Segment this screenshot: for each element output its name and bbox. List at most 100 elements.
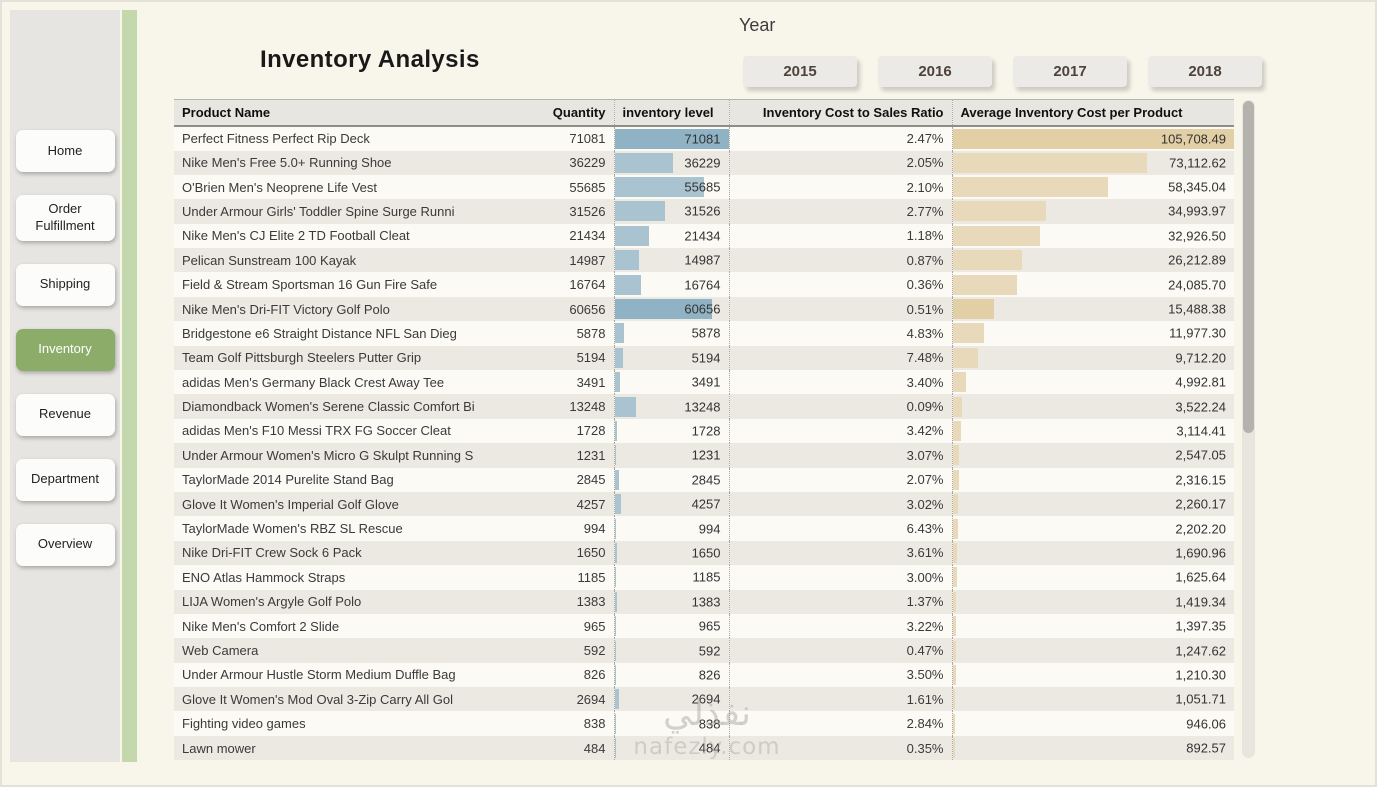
avg-cost-value: 34,993.97 (1168, 203, 1226, 219)
table-row[interactable]: Field & Stream Sportsman 16 Gun Fire Saf… (174, 272, 1234, 297)
inventory-level-bar (615, 201, 666, 222)
table-row[interactable]: Glove It Women's Imperial Golf Glove 425… (174, 491, 1234, 517)
product-name-cell: Bridgestone e6 Straight Distance NFL San… (174, 321, 537, 346)
avg-cost-value: 2,202.20 (1175, 521, 1226, 537)
column-header-cost-to-sales-ratio[interactable]: Inventory Cost to Sales Ratio (728, 99, 952, 127)
table-row[interactable]: ENO Atlas Hammock Straps 1185 1185 3.00%… (174, 565, 1234, 590)
table-row[interactable]: adidas Men's F10 Messi TRX FG Soccer Cle… (174, 418, 1234, 444)
table-row[interactable]: Nike Men's Comfort 2 Slide 965 965 3.22%… (174, 613, 1234, 639)
avg-cost-cell: 2,316.15 (951, 467, 1234, 492)
avg-cost-value: 32,926.50 (1168, 228, 1226, 244)
year-button-2016[interactable]: 2016 (878, 56, 992, 87)
inventory-level-cell: 55685 (613, 174, 729, 200)
inventory-level-value: 31526 (684, 203, 721, 219)
column-header-quantity[interactable]: Quantity (537, 99, 614, 127)
avg-cost-bar (953, 542, 957, 563)
avg-cost-bar (953, 323, 985, 344)
table-row[interactable]: Nike Men's Dri-FIT Victory Golf Polo 606… (174, 296, 1234, 322)
table-row[interactable]: Pelican Sunstream 100 Kayak 14987 14987 … (174, 248, 1234, 273)
table-row[interactable]: Glove It Women's Mod Oval 3-Zip Carry Al… (174, 687, 1234, 712)
table-row[interactable]: Under Armour Hustle Storm Medium Duffle … (174, 662, 1234, 688)
scrollbar-thumb[interactable] (1243, 101, 1254, 433)
sidebar-item-department[interactable]: Department (15, 458, 115, 501)
cost-to-sales-ratio-cell: 1.61% (728, 687, 952, 712)
table-row[interactable]: adidas Men's Germany Black Crest Away Te… (174, 370, 1234, 395)
inventory-level-bar (615, 738, 616, 759)
avg-cost-value: 1,247.62 (1175, 643, 1226, 658)
sidebar-item-order-fulfillment[interactable]: Order Fulfillment (15, 195, 115, 241)
table-row[interactable]: Nike Dri-FIT Crew Sock 6 Pack 1650 1650 … (174, 540, 1234, 566)
product-name-cell: adidas Men's Germany Black Crest Away Te… (174, 370, 537, 395)
inventory-level-bar (615, 445, 617, 466)
year-button-2017[interactable]: 2017 (1013, 56, 1127, 87)
table-row[interactable]: Nike Men's CJ Elite 2 TD Football Cleat … (174, 223, 1234, 249)
inventory-level-value: 994 (698, 521, 721, 537)
quantity-cell: 2694 (537, 687, 614, 712)
quantity-cell: 1650 (537, 540, 614, 566)
table-row[interactable]: Lawn mower 484 484 0.35% 892.57 (174, 735, 1234, 761)
inventory-level-bar (615, 177, 704, 198)
table-row[interactable]: Web Camera 592 592 0.47% 1,247.62 (174, 638, 1234, 663)
sidebar-item-home[interactable]: Home (15, 130, 115, 172)
inventory-level-bar (615, 664, 616, 685)
column-header-product-name[interactable]: Product Name (174, 99, 537, 127)
avg-cost-value: 2,547.05 (1175, 447, 1226, 463)
inventory-level-cell: 838 (613, 711, 729, 736)
table-row[interactable]: Bridgestone e6 Straight Distance NFL San… (174, 321, 1234, 346)
avg-cost-cell: 2,202.20 (951, 516, 1234, 541)
inventory-level-bar (615, 299, 712, 320)
column-header-avg-inventory-cost[interactable]: Average Inventory Cost per Product (951, 99, 1234, 127)
quantity-cell: 2845 (537, 467, 614, 492)
quantity-cell: 21434 (537, 223, 614, 249)
inventory-level-value: 826 (698, 667, 721, 683)
inventory-level-value: 60656 (684, 301, 721, 317)
table-row[interactable]: Perfect Fitness Perfect Rip Deck 71081 7… (174, 125, 1234, 151)
inventory-level-bar (615, 640, 616, 661)
year-button-2015[interactable]: 2015 (743, 56, 857, 87)
table-row[interactable]: LIJA Women's Argyle Golf Polo 1383 1383 … (174, 589, 1234, 614)
cost-to-sales-ratio-cell: 7.48% (728, 345, 952, 371)
inventory-level-bar (615, 372, 621, 393)
column-header-inventory-level[interactable]: inventory level (613, 99, 729, 127)
inventory-level-bar (615, 128, 729, 149)
sidebar-item-overview[interactable]: Overview (15, 523, 115, 566)
cost-to-sales-ratio-cell: 0.87% (728, 248, 952, 273)
quantity-cell: 1185 (537, 565, 614, 590)
avg-cost-value: 946.06 (1186, 716, 1226, 732)
sidebar-item-shipping[interactable]: Shipping (15, 263, 115, 306)
cost-to-sales-ratio-cell: 2.07% (728, 467, 952, 492)
inventory-level-cell: 1383 (613, 589, 729, 614)
sidebar-item-revenue[interactable]: Revenue (15, 393, 115, 436)
table-row[interactable]: O'Brien Men's Neoprene Life Vest 55685 5… (174, 174, 1234, 200)
table-row[interactable]: TaylorMade 2014 Purelite Stand Bag 2845 … (174, 467, 1234, 492)
inventory-level-cell: 71081 (613, 125, 729, 151)
avg-cost-bar (953, 738, 955, 759)
inventory-level-value: 71081 (684, 131, 721, 146)
cost-to-sales-ratio-cell: 2.77% (728, 199, 952, 224)
inventory-level-cell: 14987 (613, 248, 729, 273)
avg-cost-value: 1,397.35 (1175, 618, 1226, 634)
table-row[interactable]: TaylorMade Women's RBZ SL Rescue 994 994… (174, 516, 1234, 541)
table-row[interactable]: Nike Men's Free 5.0+ Running Shoe 36229 … (174, 150, 1234, 175)
avg-cost-cell: 1,419.34 (951, 589, 1234, 614)
avg-cost-cell: 15,488.38 (951, 296, 1234, 322)
product-name-cell: Lawn mower (174, 735, 537, 761)
year-button-2018[interactable]: 2018 (1148, 56, 1262, 87)
avg-cost-bar (953, 177, 1108, 198)
sidebar-item-inventory[interactable]: Inventory (15, 328, 115, 371)
inventory-level-value: 13248 (684, 399, 721, 415)
table-row[interactable]: Fighting video games 838 838 2.84% 946.0… (174, 711, 1234, 736)
table-row[interactable]: Under Armour Women's Micro G Skulpt Runn… (174, 443, 1234, 468)
table-row[interactable]: Diamondback Women's Serene Classic Comfo… (174, 394, 1234, 419)
quantity-cell: 994 (537, 516, 614, 541)
avg-cost-bar (953, 469, 959, 490)
vertical-scrollbar[interactable] (1242, 100, 1255, 758)
avg-cost-bar (953, 420, 961, 441)
avg-cost-bar (953, 299, 994, 320)
product-name-cell: TaylorMade 2014 Purelite Stand Bag (174, 467, 537, 492)
table-row[interactable]: Team Golf Pittsburgh Steelers Putter Gri… (174, 345, 1234, 371)
table-row[interactable]: Under Armour Girls' Toddler Spine Surge … (174, 199, 1234, 224)
product-name-cell: Nike Men's CJ Elite 2 TD Football Cleat (174, 223, 537, 249)
inventory-level-value: 965 (698, 618, 721, 634)
product-name-cell: Nike Dri-FIT Crew Sock 6 Pack (174, 540, 537, 566)
